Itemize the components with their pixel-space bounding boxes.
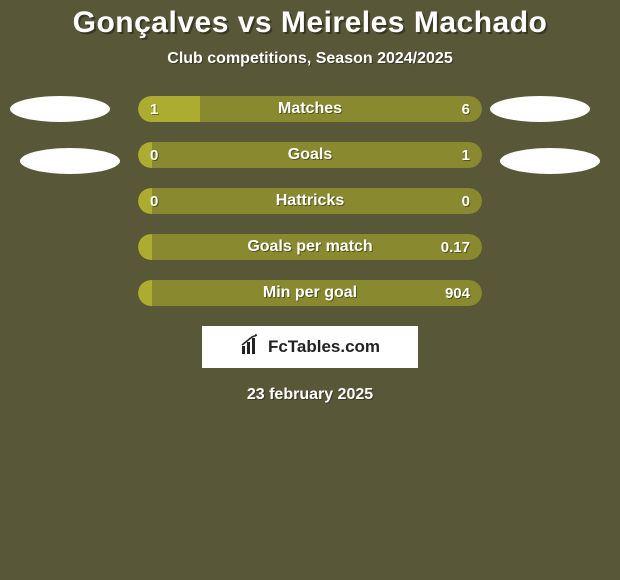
stat-bar-left bbox=[138, 234, 152, 260]
stat-bar bbox=[138, 188, 482, 214]
stat-row: Hattricks00 bbox=[138, 188, 482, 214]
page-title: Gonçalves vs Meireles Machado bbox=[0, 0, 620, 40]
subtitle: Club competitions, Season 2024/2025 bbox=[0, 50, 620, 68]
stat-row: Goals per match0.17 bbox=[138, 234, 482, 260]
comparison-card: Gonçalves vs Meireles Machado Club compe… bbox=[0, 0, 620, 580]
stat-bar bbox=[138, 280, 482, 306]
content-area: Matches16 Goals01 Hattricks00 Goals per mat… bbox=[0, 96, 620, 404]
player-ellipse bbox=[10, 96, 110, 122]
stat-bar-left bbox=[138, 188, 152, 214]
stat-bar bbox=[138, 142, 482, 168]
stat-row: Goals01 bbox=[138, 142, 482, 168]
stat-bar-left bbox=[138, 142, 152, 168]
stat-bar-left bbox=[138, 280, 152, 306]
stat-bar-right bbox=[152, 234, 482, 260]
stat-bar bbox=[138, 96, 482, 122]
player-ellipse bbox=[500, 148, 600, 174]
source-badge-text: FcTables.com bbox=[268, 337, 380, 357]
stat-bar-right bbox=[152, 142, 482, 168]
stat-bar bbox=[138, 234, 482, 260]
stat-rows: Matches16 Goals01 Hattricks00 Goals per mat… bbox=[138, 96, 482, 306]
player-ellipse bbox=[20, 148, 120, 174]
stat-bar-left bbox=[138, 96, 200, 122]
date-label: 23 february 2025 bbox=[0, 386, 620, 404]
stat-bar-right bbox=[152, 188, 482, 214]
stat-row: Min per goal904 bbox=[138, 280, 482, 306]
stat-bar-right bbox=[200, 96, 482, 122]
stat-bar-right bbox=[152, 280, 482, 306]
stat-row: Matches16 bbox=[138, 96, 482, 122]
source-badge: FcTables.com bbox=[202, 326, 418, 368]
bar-chart-icon bbox=[240, 334, 262, 361]
player-ellipse bbox=[490, 96, 590, 122]
